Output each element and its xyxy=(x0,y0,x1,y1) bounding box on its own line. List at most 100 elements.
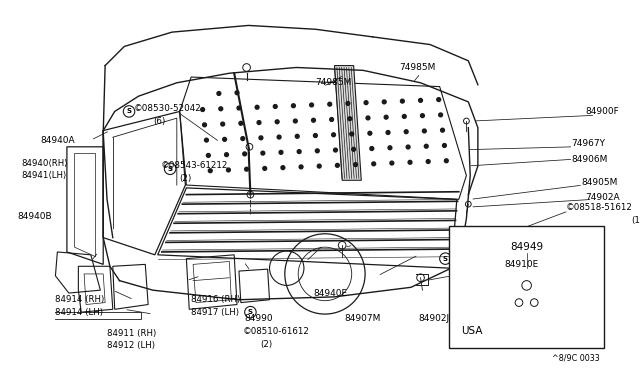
Circle shape xyxy=(237,106,241,110)
Circle shape xyxy=(335,163,339,167)
Text: 84911 (RH): 84911 (RH) xyxy=(107,329,156,338)
Circle shape xyxy=(297,150,301,154)
Bar xyxy=(449,226,604,349)
Text: 84905M: 84905M xyxy=(581,178,618,187)
Text: 84940A: 84940A xyxy=(40,136,75,145)
Circle shape xyxy=(255,105,259,109)
Text: S: S xyxy=(127,109,132,115)
Circle shape xyxy=(259,136,263,140)
Circle shape xyxy=(440,128,444,132)
Text: USA: USA xyxy=(461,326,482,336)
Circle shape xyxy=(388,146,392,150)
Text: ©08543-61212: ©08543-61212 xyxy=(161,161,228,170)
Circle shape xyxy=(207,154,211,157)
Text: 84907M: 84907M xyxy=(344,314,380,323)
Circle shape xyxy=(328,102,332,106)
Circle shape xyxy=(293,119,297,123)
Circle shape xyxy=(333,148,337,152)
Circle shape xyxy=(354,163,358,167)
Text: 84912 (LH): 84912 (LH) xyxy=(107,341,155,350)
Polygon shape xyxy=(506,268,548,316)
Circle shape xyxy=(243,152,246,156)
Text: 84949: 84949 xyxy=(510,242,543,252)
Circle shape xyxy=(317,164,321,168)
Circle shape xyxy=(419,99,422,102)
Text: 84940⟨RH⟩: 84940⟨RH⟩ xyxy=(21,158,68,167)
Circle shape xyxy=(275,120,279,124)
Circle shape xyxy=(310,103,314,107)
Circle shape xyxy=(382,100,386,104)
Circle shape xyxy=(295,134,299,138)
Circle shape xyxy=(241,137,244,141)
Circle shape xyxy=(203,123,207,127)
Circle shape xyxy=(227,168,230,172)
Circle shape xyxy=(314,134,317,137)
Text: (1): (1) xyxy=(631,216,640,225)
Circle shape xyxy=(406,145,410,149)
Circle shape xyxy=(239,121,243,125)
Circle shape xyxy=(223,137,227,141)
Circle shape xyxy=(372,162,376,166)
Circle shape xyxy=(257,121,261,125)
Circle shape xyxy=(235,91,239,94)
Circle shape xyxy=(442,144,446,147)
Circle shape xyxy=(201,108,205,112)
Text: 84916 (RH): 84916 (RH) xyxy=(191,295,241,304)
Circle shape xyxy=(424,144,428,148)
Text: 74985M: 74985M xyxy=(399,63,436,72)
Circle shape xyxy=(444,159,448,163)
Text: 74985M: 74985M xyxy=(316,78,352,87)
Text: 74902A: 74902A xyxy=(585,193,620,202)
Circle shape xyxy=(403,115,406,118)
Text: 84914 (RH): 84914 (RH) xyxy=(56,295,105,304)
Circle shape xyxy=(279,150,283,154)
Text: (2): (2) xyxy=(180,174,192,183)
Text: 74967Y: 74967Y xyxy=(572,140,605,148)
Text: 84917 (LH): 84917 (LH) xyxy=(191,308,239,317)
Text: 84910E: 84910E xyxy=(505,260,539,269)
Circle shape xyxy=(312,118,316,122)
Text: 84990: 84990 xyxy=(244,314,273,323)
Text: S: S xyxy=(168,166,173,172)
Circle shape xyxy=(422,129,426,133)
Circle shape xyxy=(386,131,390,134)
Text: (2): (2) xyxy=(260,340,272,349)
Circle shape xyxy=(209,169,212,173)
Circle shape xyxy=(281,166,285,170)
Text: ©08510-61612: ©08510-61612 xyxy=(243,327,310,336)
Circle shape xyxy=(370,147,374,150)
Circle shape xyxy=(225,153,228,157)
Circle shape xyxy=(350,132,354,136)
Circle shape xyxy=(368,131,372,135)
Circle shape xyxy=(217,92,221,95)
Circle shape xyxy=(244,167,248,171)
Circle shape xyxy=(205,138,209,142)
Text: S: S xyxy=(443,256,448,262)
Circle shape xyxy=(426,160,430,163)
Circle shape xyxy=(277,135,281,139)
Circle shape xyxy=(404,130,408,134)
Circle shape xyxy=(420,114,424,118)
Polygon shape xyxy=(335,65,361,180)
Circle shape xyxy=(366,116,370,120)
Text: 84914 (LH): 84914 (LH) xyxy=(56,308,104,317)
Text: S: S xyxy=(248,309,253,315)
Circle shape xyxy=(330,118,333,121)
Circle shape xyxy=(352,147,356,151)
Circle shape xyxy=(332,133,335,137)
Text: ^8/9C 0033: ^8/9C 0033 xyxy=(552,353,599,363)
Text: 84940E: 84940E xyxy=(314,289,348,298)
Circle shape xyxy=(348,117,352,121)
Circle shape xyxy=(390,161,394,165)
Text: 84941⟨LH⟩: 84941⟨LH⟩ xyxy=(21,171,67,180)
Circle shape xyxy=(401,99,404,103)
Text: ©08530-52042: ©08530-52042 xyxy=(134,104,202,113)
Circle shape xyxy=(261,151,265,155)
Text: 84906M: 84906M xyxy=(572,155,608,164)
Text: ©08518-51612: ©08518-51612 xyxy=(566,202,633,212)
Text: (6): (6) xyxy=(153,116,165,125)
Circle shape xyxy=(346,102,350,105)
Circle shape xyxy=(364,101,368,105)
Circle shape xyxy=(436,98,440,102)
Circle shape xyxy=(408,160,412,164)
